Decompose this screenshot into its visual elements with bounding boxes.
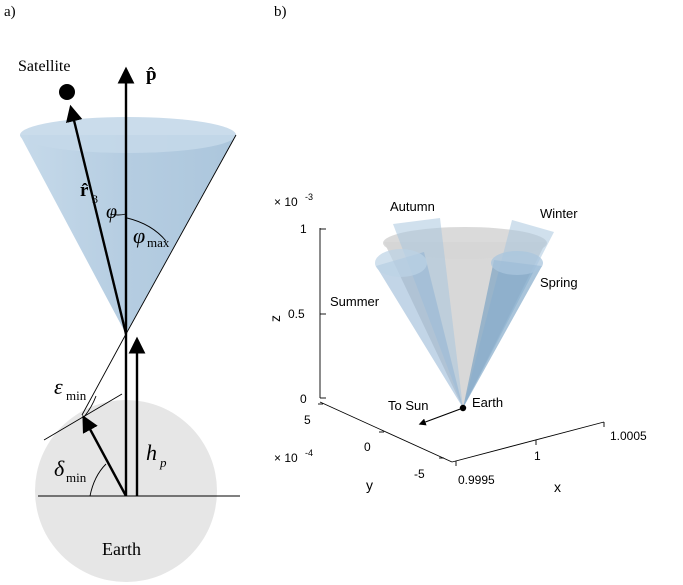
svg-text:φ: φ — [133, 223, 145, 248]
x-ticks — [455, 422, 605, 466]
phi-arc — [109, 213, 127, 216]
z-tick-label: 1 — [300, 222, 307, 236]
svg-text:h: h — [146, 440, 157, 465]
delta-arrow — [82, 415, 128, 497]
earth-label: Earth — [102, 539, 141, 559]
phi-max-arc — [126, 217, 167, 242]
svg-text:p: p — [159, 455, 167, 470]
y-tick-label: 5 — [304, 413, 311, 427]
svg-text:× 10: × 10 — [274, 195, 298, 209]
svg-text:min: min — [66, 470, 87, 485]
panel-b: b) 1 0.5 0 z × 10 -3 5 0 -5 y × 10 — [267, 4, 647, 495]
y-axis — [319, 401, 453, 463]
svg-text:max: max — [147, 235, 170, 250]
svg-text:-4: -4 — [305, 448, 313, 458]
cone-top-ellipse — [20, 117, 236, 153]
svg-text:ε: ε — [54, 374, 63, 399]
to-sun-arrow — [418, 407, 464, 426]
x-axis-label: x — [554, 479, 561, 495]
svg-text:3: 3 — [92, 192, 98, 206]
y-ticks — [318, 403, 444, 459]
phi-max-label: φ max — [133, 223, 170, 250]
svg-text:r̂: r̂ — [80, 180, 89, 201]
z-tick-label: 0.5 — [288, 307, 305, 321]
summer-cone — [376, 252, 463, 408]
hp-label: h p — [146, 440, 167, 470]
elevation-line — [81, 333, 127, 416]
earth-point — [459, 404, 467, 412]
summer-label: Summer — [330, 294, 380, 309]
z-ticks — [320, 228, 326, 399]
y-exponent-label: × 10 -4 — [274, 448, 313, 465]
summer-cone-top — [375, 249, 427, 277]
phi-label: φ — [106, 201, 117, 223]
p-hat-label: p̂ — [146, 64, 157, 85]
satellite-label: Satellite — [18, 58, 70, 75]
r3-arrow — [66, 104, 128, 335]
x-tick-label: 0.9995 — [458, 473, 495, 487]
cone-edge-line — [125, 134, 237, 335]
panel-a-label: a) — [4, 4, 16, 20]
x-tick-label: 1.0005 — [610, 429, 647, 443]
z-tick-label: 0 — [300, 392, 307, 406]
svg-text:δ: δ — [54, 456, 65, 481]
season-cones — [375, 218, 554, 408]
spring-cone — [463, 260, 542, 408]
autumn-label: Autumn — [390, 199, 435, 214]
winter-label: Winter — [540, 206, 578, 221]
delta-min-label: δ min — [54, 456, 87, 485]
z-axis-label: z — [267, 315, 283, 322]
x-axis — [451, 421, 605, 463]
earth-point-label: Earth — [472, 395, 503, 410]
spring-cone-top — [491, 251, 543, 275]
delta-arc — [89, 463, 107, 497]
svg-text:min: min — [66, 388, 87, 403]
z-exponent-label: × 10 -3 — [274, 192, 313, 209]
y-tick-label: 0 — [364, 440, 371, 454]
visibility-cone — [20, 135, 236, 334]
panel-a: a) Satellite p̂ r̂ 3 φ — [4, 4, 240, 582]
x-tick-label: 1 — [534, 449, 541, 463]
svg-text:× 10: × 10 — [274, 451, 298, 465]
y-axis-label: y — [366, 477, 373, 493]
satellite-dot — [59, 84, 75, 100]
r3-label: r̂ 3 — [80, 180, 98, 206]
epsilon-min-label: ε min — [54, 374, 87, 403]
spring-label: Spring — [540, 275, 578, 290]
panel-b-label: b) — [274, 4, 287, 20]
to-sun-label: To Sun — [388, 398, 428, 413]
svg-text:-3: -3 — [305, 192, 313, 202]
y-tick-label: -5 — [414, 467, 425, 481]
